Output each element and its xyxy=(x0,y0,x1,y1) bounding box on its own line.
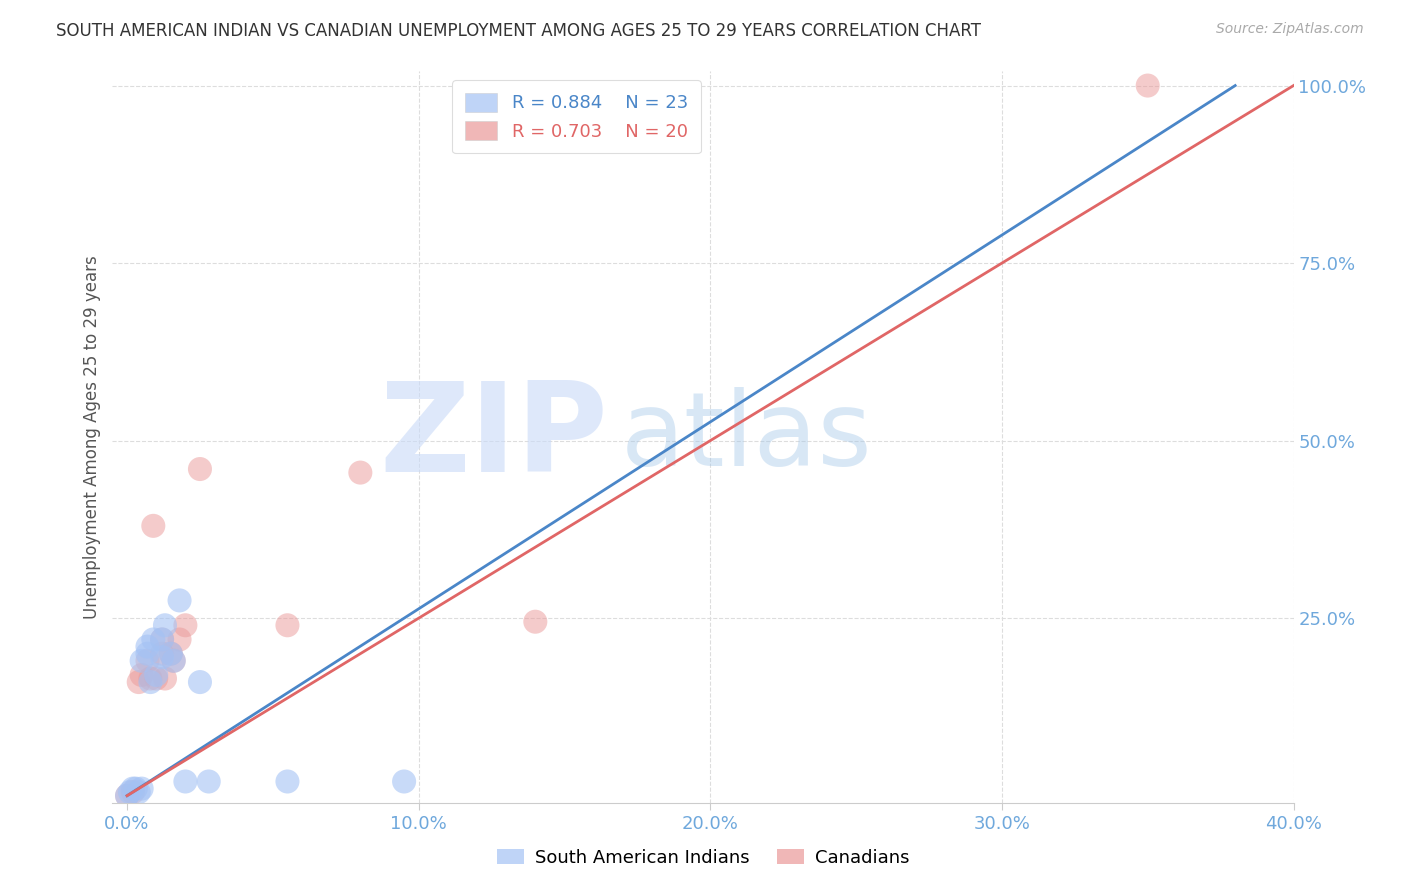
Point xyxy=(276,618,298,632)
Point xyxy=(150,632,173,647)
Text: ZIP: ZIP xyxy=(380,376,609,498)
Point xyxy=(136,647,159,661)
Point xyxy=(145,672,167,686)
Point xyxy=(142,632,165,647)
Point xyxy=(128,785,150,799)
Point xyxy=(150,647,173,661)
Point xyxy=(150,650,173,665)
Point xyxy=(188,675,211,690)
Point xyxy=(131,654,153,668)
Point xyxy=(136,654,159,668)
Point xyxy=(150,632,173,647)
Text: Source: ZipAtlas.com: Source: ZipAtlas.com xyxy=(1216,22,1364,37)
Point xyxy=(136,640,159,654)
Point xyxy=(392,774,415,789)
Point xyxy=(276,774,298,789)
Legend: R = 0.884    N = 23, R = 0.703    N = 20: R = 0.884 N = 23, R = 0.703 N = 20 xyxy=(453,80,700,153)
Text: atlas: atlas xyxy=(620,386,872,488)
Point xyxy=(145,668,167,682)
Point xyxy=(131,781,153,796)
Point xyxy=(524,615,547,629)
Point xyxy=(159,647,181,661)
Point xyxy=(174,618,197,632)
Point xyxy=(163,654,186,668)
Point xyxy=(128,675,150,690)
Point xyxy=(125,781,148,796)
Point xyxy=(115,789,138,803)
Point xyxy=(1136,78,1159,93)
Point xyxy=(163,654,186,668)
Text: SOUTH AMERICAN INDIAN VS CANADIAN UNEMPLOYMENT AMONG AGES 25 TO 29 YEARS CORRELA: SOUTH AMERICAN INDIAN VS CANADIAN UNEMPL… xyxy=(56,22,981,40)
Point xyxy=(174,774,197,789)
Point xyxy=(122,781,145,796)
Point xyxy=(159,647,181,661)
Y-axis label: Unemployment Among Ages 25 to 29 years: Unemployment Among Ages 25 to 29 years xyxy=(83,255,101,619)
Point xyxy=(188,462,211,476)
Point xyxy=(115,789,138,803)
Point xyxy=(139,672,162,686)
Point xyxy=(153,672,176,686)
Point xyxy=(142,519,165,533)
Point xyxy=(349,466,371,480)
Point xyxy=(169,632,191,647)
Point xyxy=(153,618,176,632)
Point xyxy=(139,675,162,690)
Point xyxy=(122,785,145,799)
Point xyxy=(169,593,191,607)
Point xyxy=(131,668,153,682)
Point xyxy=(197,774,219,789)
Point xyxy=(118,785,141,799)
Legend: South American Indians, Canadians: South American Indians, Canadians xyxy=(489,842,917,874)
